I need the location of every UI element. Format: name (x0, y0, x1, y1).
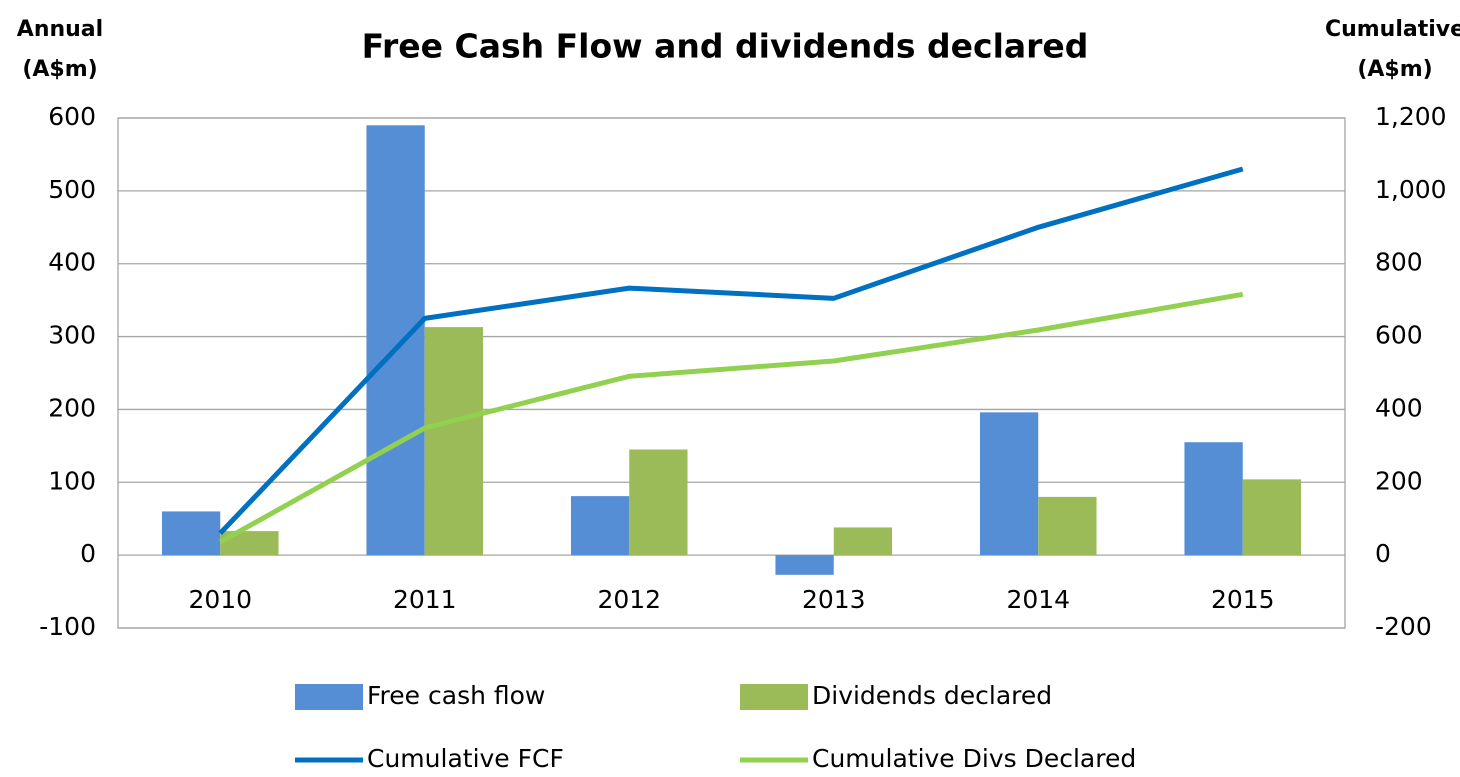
y2-tick-label: -200 (1375, 612, 1432, 641)
chart-title: Free Cash Flow and dividends declared (362, 27, 1089, 66)
y-tick-label: 300 (48, 321, 96, 350)
plot-border (117, 117, 1346, 629)
y2-axis-title: Cumulative (1325, 17, 1460, 42)
line (219, 291, 1244, 545)
bar (161, 511, 221, 556)
x-tick-label: 2010 (188, 585, 252, 614)
y2-tick-label: 200 (1375, 466, 1423, 495)
y-tick-label: 500 (48, 175, 96, 204)
y-tick-label: 600 (48, 102, 96, 131)
legend-swatch (740, 684, 808, 710)
legend-label: Dividends declared (812, 681, 1052, 710)
bar (570, 496, 630, 556)
y-axis-title: Annual (17, 17, 103, 42)
y2-tick-label: 1,200 (1375, 102, 1447, 131)
y2-tick-label: 0 (1375, 539, 1391, 568)
y-tick-label: 200 (48, 393, 96, 422)
bar (366, 125, 425, 556)
legend-label: Free cash flow (367, 681, 545, 710)
y-tick-label: 400 (48, 248, 96, 277)
legend-label: Cumulative Divs Declared (812, 744, 1136, 773)
bar (1038, 496, 1097, 556)
x-tick-label: 2015 (1211, 585, 1275, 614)
y2-tick-label: 600 (1375, 321, 1423, 350)
y2-tick-label: 400 (1375, 393, 1423, 422)
y-axis-title: (A$m) (22, 57, 97, 82)
bar (1184, 442, 1243, 556)
x-tick-label: 2014 (1006, 585, 1070, 614)
bar (424, 327, 484, 556)
y2-axis-title: (A$m) (1357, 57, 1432, 82)
line (218, 166, 1244, 536)
bar (775, 555, 834, 575)
x-tick-label: 2012 (597, 585, 661, 614)
bar (979, 412, 1039, 556)
bar (833, 527, 893, 556)
bar (1242, 479, 1302, 556)
y-tick-label: 100 (48, 466, 96, 495)
y-tick-label: -100 (39, 612, 96, 641)
bar (629, 449, 688, 556)
x-tick-label: 2011 (393, 585, 457, 614)
y-tick-label: 0 (80, 539, 96, 568)
y2-tick-label: 800 (1375, 248, 1423, 277)
legend-label: Cumulative FCF (367, 744, 564, 773)
x-tick-label: 2013 (802, 585, 866, 614)
legend-swatch (295, 684, 363, 710)
y2-tick-label: 1,000 (1375, 175, 1447, 204)
